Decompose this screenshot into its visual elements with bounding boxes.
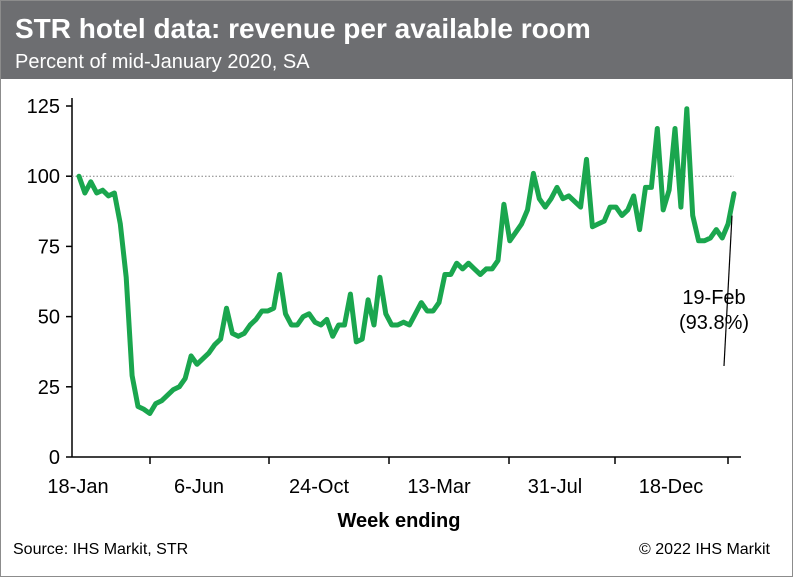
annotation-date: 19-Feb bbox=[682, 287, 745, 309]
annotation-19-feb: 19-Feb (93.8%) bbox=[679, 215, 749, 367]
chart-subtitle: Percent of mid-January 2020, SA bbox=[15, 51, 310, 73]
y-axis: 0 25 50 75 100 125 bbox=[27, 96, 73, 469]
y-tick-label: 25 bbox=[38, 377, 60, 399]
x-tick-label: 24-Oct bbox=[289, 476, 349, 498]
copyright-note: © 2022 IHS Markit bbox=[639, 541, 770, 558]
chart-header: STR hotel data: revenue per available ro… bbox=[1, 1, 792, 79]
x-tick-label: 18-Jan bbox=[47, 476, 108, 498]
source-note: Source: IHS Markit, STR bbox=[13, 541, 189, 558]
y-tick-label: 0 bbox=[49, 447, 60, 469]
y-tick-label: 75 bbox=[38, 236, 60, 258]
chart-title: STR hotel data: revenue per available ro… bbox=[15, 13, 591, 44]
x-axis: 18-Jan 6-Jun 24-Oct 13-Mar 31-Jul 18-Dec bbox=[47, 456, 741, 498]
series-revpar bbox=[76, 106, 737, 416]
x-axis-label: Week ending bbox=[338, 510, 461, 532]
series-line bbox=[76, 106, 737, 416]
annotation-leader bbox=[723, 215, 733, 367]
y-tick-label: 100 bbox=[27, 166, 60, 188]
x-tick-label: 31-Jul bbox=[528, 476, 582, 498]
x-tick-label: 18-Dec bbox=[639, 476, 703, 498]
y-tick-label: 50 bbox=[38, 307, 60, 329]
x-tick-label: 6-Jun bbox=[174, 476, 224, 498]
x-tick-label: 13-Mar bbox=[407, 476, 471, 498]
annotation-value: (93.8%) bbox=[679, 312, 749, 334]
line-chart: 0 25 50 75 100 125 18-Jan 6-Jun 24-Oct 13-Mar 31-… bbox=[27, 96, 749, 532]
y-tick-label: 125 bbox=[27, 96, 60, 118]
